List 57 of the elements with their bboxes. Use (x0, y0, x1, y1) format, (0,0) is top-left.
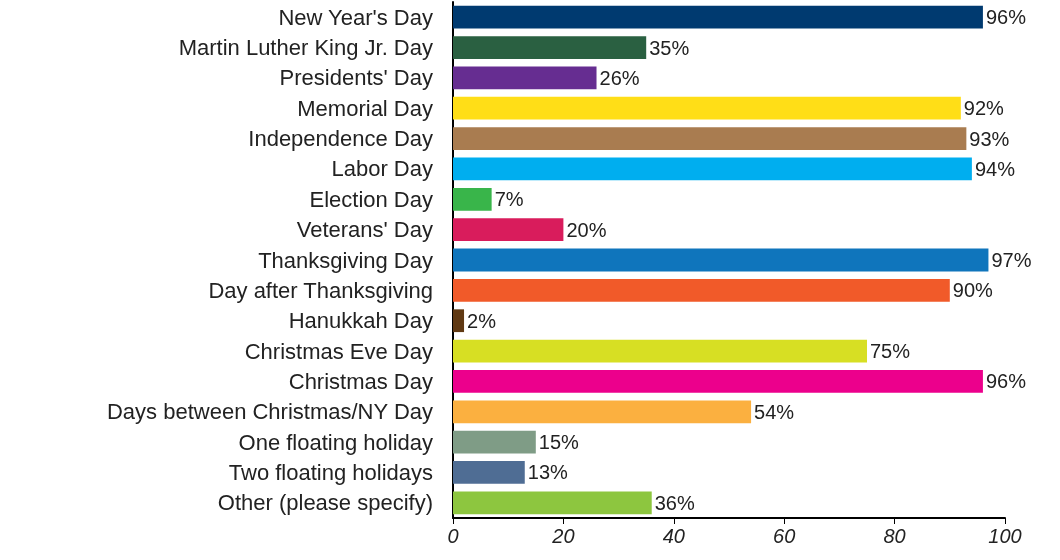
bar (453, 66, 597, 90)
bar (453, 309, 465, 333)
bar (453, 187, 492, 211)
data-label: 93% (969, 127, 1010, 150)
data-label: 36% (654, 491, 695, 514)
bar (453, 491, 652, 515)
data-label: 96% (985, 6, 1027, 29)
bar (453, 430, 536, 454)
data-label: 7% (494, 188, 524, 211)
data-label: 97% (991, 249, 1032, 271)
data-label: 96% (985, 370, 1027, 393)
x-tick-label: 60 (773, 525, 796, 547)
bar (453, 370, 983, 393)
x-tick-label: 80 (883, 525, 906, 547)
bar (453, 339, 867, 363)
bar (453, 127, 967, 150)
y-tick-label: Memorial Day (297, 95, 433, 121)
y-tick-label: Hanukkah Day (288, 308, 433, 334)
data-label: 75% (870, 340, 911, 363)
y-tick-label: New Year's Day (278, 4, 433, 30)
bar (453, 218, 564, 242)
y-tick-label: Two floating holidays (228, 459, 433, 485)
x-tick-label: 40 (662, 525, 685, 547)
data-label: 26% (599, 66, 640, 89)
y-tick-label: Labor Day (331, 156, 433, 182)
x-tick-label: 0 (447, 525, 459, 547)
data-label: 20% (566, 218, 607, 241)
bar (453, 5, 983, 29)
y-tick-label: Presidents' Day (279, 65, 433, 91)
data-label: 90% (952, 279, 994, 302)
y-tick-label: Days between Christmas/NY Day (106, 399, 433, 425)
y-tick-label: Martin Luther King Jr. Day (178, 35, 433, 61)
bar (453, 461, 525, 484)
data-label: 2% (467, 309, 497, 332)
data-label: 13% (527, 461, 569, 484)
y-tick-label: Thanksgiving Day (258, 247, 433, 273)
y-tick-label: Christmas Day (288, 368, 433, 394)
data-label: 94% (974, 157, 1016, 180)
y-tick-label: Election Day (309, 186, 433, 212)
data-label: 35% (649, 36, 690, 59)
y-tick-label: Veterans' Day (296, 217, 433, 243)
bar (453, 278, 950, 302)
bar (453, 400, 752, 424)
x-tick-label: 100 (988, 525, 1022, 547)
y-tick-label: Other (please specify) (217, 490, 433, 516)
bar (453, 248, 989, 272)
y-tick-label: Day after Thanksgiving (208, 277, 433, 303)
y-tick-label: Independence Day (248, 126, 433, 152)
data-label: 15% (538, 431, 580, 454)
data-label: 54% (754, 400, 795, 423)
bar (453, 36, 647, 59)
x-tick-label: 20 (551, 525, 575, 547)
bar (453, 96, 961, 120)
data-label: 92% (963, 97, 1005, 120)
y-tick-label: Christmas Eve Day (244, 338, 433, 364)
y-tick-label: One floating holiday (238, 429, 433, 455)
bar (453, 157, 972, 181)
